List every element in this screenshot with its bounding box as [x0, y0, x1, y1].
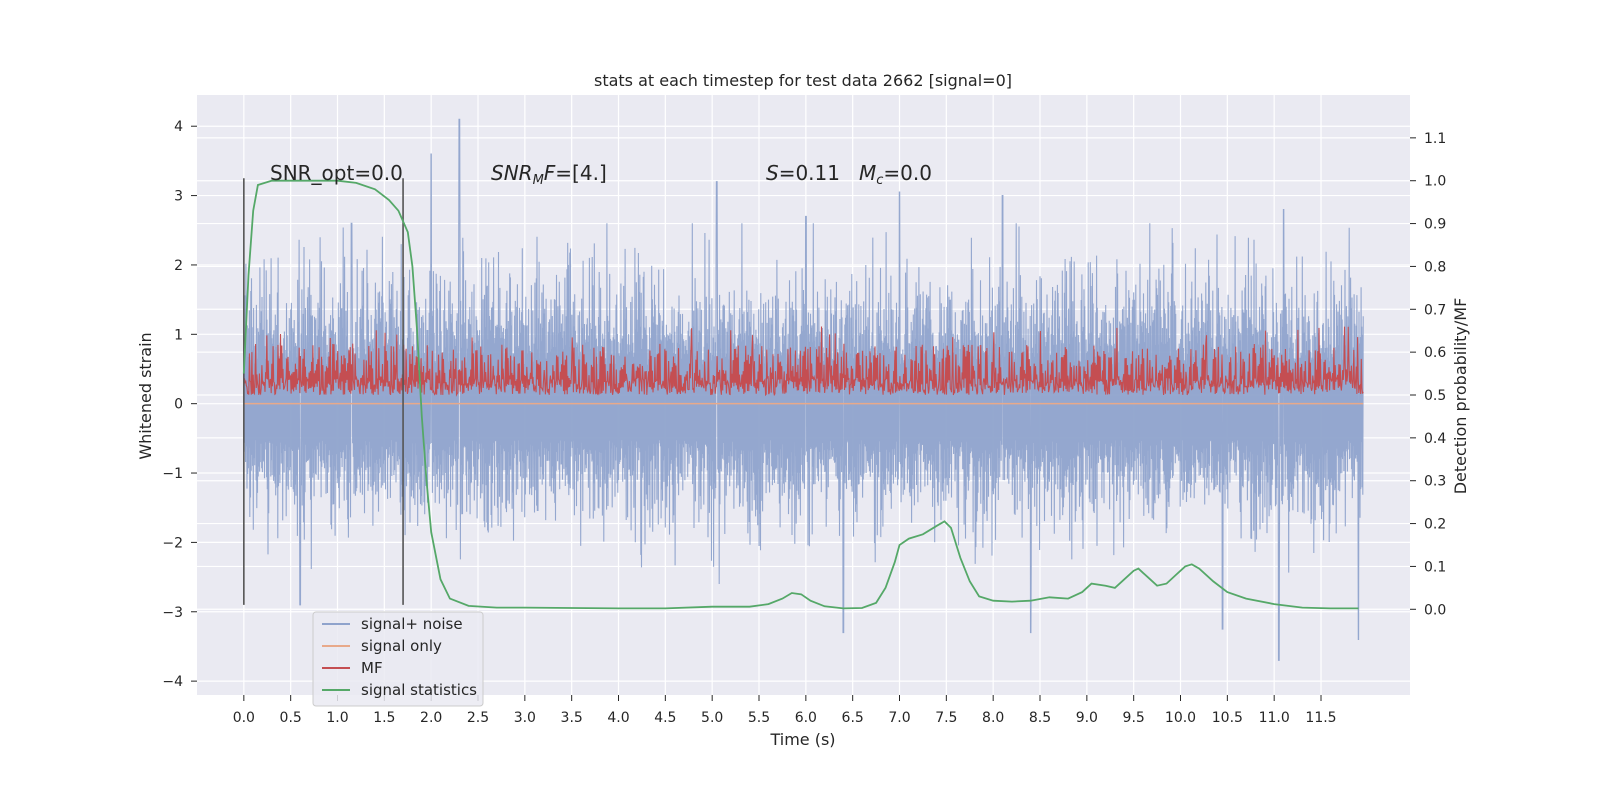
x-tick-label: 7.5	[935, 710, 957, 726]
series-mf	[243, 326, 1364, 397]
y-tick-label-right: 0.1	[1424, 559, 1446, 575]
x-tick-label: 0.0	[233, 710, 255, 726]
annotation-snr-mf: SNRMF=[4.]	[491, 161, 607, 188]
x-tick-label: 9.0	[1076, 710, 1098, 726]
y-tick-label-right: 0.9	[1424, 217, 1446, 233]
x-tick-label: 10.0	[1165, 710, 1196, 726]
y-tick-label-right: 0.7	[1424, 302, 1446, 318]
x-tick-label: 7.0	[888, 710, 910, 726]
signal-statistics-line	[242, 179, 1359, 610]
x-tick-label: 11.5	[1305, 710, 1336, 726]
y-tick-label-right: 0.5	[1424, 388, 1446, 404]
y-tick-label-right: 1.1	[1424, 131, 1446, 147]
x-axis-label: Time (s)	[769, 730, 835, 749]
x-tick-label: 11.0	[1259, 710, 1290, 726]
y-tick-label-left: 3	[174, 189, 183, 205]
y-tick-label-right: 0.0	[1424, 602, 1446, 618]
chart-title: stats at each timestep for test data 266…	[594, 71, 1012, 90]
x-tick-label: 5.5	[748, 710, 770, 726]
y-tick-label-left: −3	[162, 605, 183, 621]
x-tick-label: 6.5	[842, 710, 864, 726]
y-axis-label-right: Detection probability/MF	[1451, 298, 1470, 495]
x-ticks: 0.0 0.5 1.0 1.5 2.0 2.5 3.0 3.5 4.0 4.5 5.0 5.5 6.0 6…	[233, 695, 1337, 726]
y-ticks-left: 4 3 2 1 0 −1 −2 −3 −4	[162, 119, 197, 690]
y-tick-label-right: 0.6	[1424, 345, 1446, 361]
x-tick-label: 10.5	[1212, 710, 1243, 726]
x-tick-label: 8.5	[1029, 710, 1051, 726]
x-tick-label: 9.5	[1123, 710, 1145, 726]
x-tick-label: 3.5	[561, 710, 583, 726]
mf-line	[243, 326, 1364, 397]
x-tick-label: 0.5	[280, 710, 302, 726]
legend-label-signal-noise: signal+ noise	[361, 615, 463, 633]
y-tick-label-right: 1.0	[1424, 174, 1446, 190]
y-tick-label-left: −2	[162, 535, 183, 551]
signal-noise-line	[243, 118, 1364, 661]
x-tick-label: 4.5	[654, 710, 676, 726]
legend-box	[312, 611, 484, 707]
y-tick-label-left: 4	[174, 119, 183, 135]
x-tick-label: 8.0	[982, 710, 1004, 726]
x-tick-label: 4.0	[607, 710, 629, 726]
x-tick-label: 1.5	[373, 710, 395, 726]
legend: signal+ noise signal only MF signal stat…	[312, 611, 484, 707]
y-tick-label-right: 0.8	[1424, 259, 1446, 275]
y-tick-label-left: 1	[174, 327, 183, 343]
x-tick-label: 2.5	[467, 710, 489, 726]
legend-label-signal-statistics: signal statistics	[361, 681, 477, 699]
y-tick-label-right: 0.2	[1424, 517, 1446, 533]
y-axis-label-left: Whitened strain	[136, 332, 155, 459]
x-tick-label: 6.0	[795, 710, 817, 726]
legend-label-signal-only: signal only	[361, 637, 442, 655]
y-ticks-right: 1.1 1.0 0.9 0.8 0.7 0.6 0.5 0.4 0.3 0.2 0.1 0.0	[1410, 131, 1446, 618]
y-tick-label-left: 0	[174, 397, 183, 413]
y-tick-label-left: −1	[162, 466, 183, 482]
x-tick-label: 5.0	[701, 710, 723, 726]
y-tick-label-right: 0.3	[1424, 474, 1446, 490]
series-signal-noise	[243, 118, 1364, 661]
y-tick-label-left: 2	[174, 258, 183, 274]
x-tick-label: 2.0	[420, 710, 442, 726]
x-tick-label: 3.0	[514, 710, 536, 726]
annotation-s: S=0.11	[766, 161, 840, 185]
y-tick-label-left: −4	[162, 674, 183, 690]
legend-label-mf: MF	[361, 659, 383, 677]
series-signal-statistics	[242, 179, 1359, 610]
vertical-markers	[243, 178, 404, 605]
y-tick-label-right: 0.4	[1424, 431, 1446, 447]
x-tick-label: 1.0	[326, 710, 348, 726]
annotation-mc: Mc=0.0	[859, 161, 932, 188]
annotation-snr-opt: SNR_opt=0.0	[270, 161, 403, 185]
